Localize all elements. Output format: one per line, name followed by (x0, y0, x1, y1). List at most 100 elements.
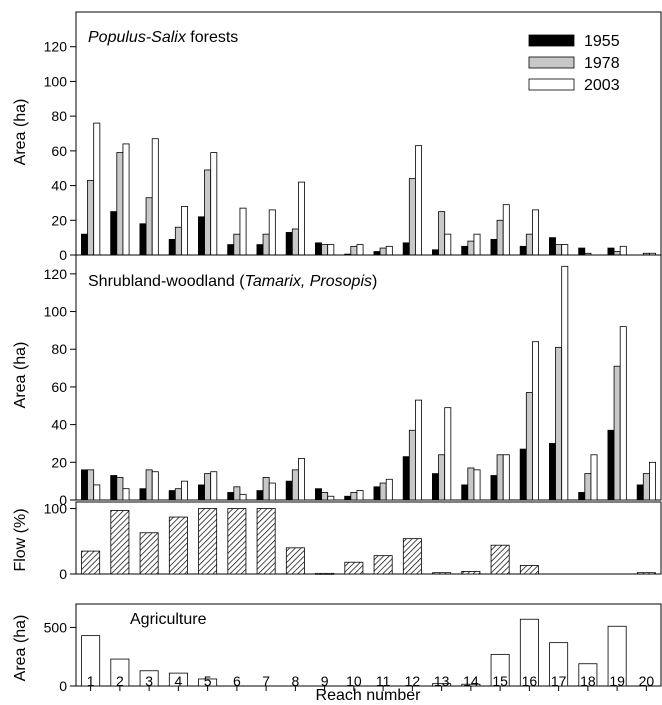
bar-2003-reach-1 (93, 484, 101, 501)
y-tick-label: 60 (51, 143, 67, 159)
bar-1955-reach-19 (607, 247, 615, 256)
y-tick-label: 120 (44, 266, 68, 282)
panel-3-frame (75, 501, 662, 575)
bar-2003-reach-14 (473, 233, 481, 256)
x-tick-label-12: 12 (405, 673, 421, 689)
bar-2003-reach-3 (151, 471, 159, 501)
bar-1955-reach-14 (461, 484, 469, 501)
panel-2-title-suffix: ) (372, 273, 377, 290)
bar-1978-reach-10 (350, 492, 358, 501)
bar-1955-reach-9 (315, 242, 322, 256)
bar-reach-12 (402, 538, 422, 575)
bar-2003-reach-17 (561, 265, 569, 501)
bar-1955-reach-6 (227, 492, 235, 501)
bar-1978-reach-12 (408, 178, 416, 256)
x-tick-label-4: 4 (174, 673, 182, 689)
bar-2003-reach-9 (327, 495, 335, 501)
bar-reach-13 (432, 572, 452, 575)
x-tick-label-3: 3 (145, 673, 153, 689)
y-tick-label: 20 (51, 212, 67, 228)
bar-2003-reach-16 (532, 341, 539, 501)
bar-1978-reach-8 (291, 469, 299, 501)
bar-reach-6 (227, 508, 247, 575)
panel-2-title: Shrubland-woodland (Tamarix, Prosopis) (88, 273, 377, 290)
bar-1955-reach-4 (168, 490, 176, 501)
y-tick-label: 500 (44, 619, 68, 635)
bar-2003-reach-13 (444, 233, 452, 256)
y-tick-label: 80 (51, 108, 67, 124)
bar-1978-reach-10 (350, 245, 358, 256)
panel-1-title-rest: forests (186, 29, 238, 46)
bar-1978-reach-3 (145, 197, 153, 256)
bar-2003-reach-7 (268, 482, 276, 501)
bar-reach-10 (344, 561, 364, 575)
x-tick-label-2: 2 (116, 673, 124, 689)
bar-1978-reach-11 (379, 482, 387, 501)
bar-1955-reach-12 (402, 242, 410, 256)
bar-1978-reach-9 (321, 492, 329, 501)
bar-1978-reach-1 (87, 469, 95, 501)
bar-1955-reach-15 (490, 238, 498, 256)
bar-1978-reach-7 (262, 476, 270, 501)
bar-1978-reach-4 (174, 226, 182, 256)
y-tick-label: 20 (51, 454, 67, 470)
bar-1955-reach-5 (198, 484, 205, 501)
bar-2003-reach-15 (502, 204, 510, 256)
bar-1955-reach-2 (110, 475, 118, 501)
bar-2003-reach-12 (415, 145, 422, 256)
bar-reach-20 (636, 572, 656, 575)
bar-2003-reach-14 (473, 469, 481, 501)
bar-1978-reach-17 (555, 346, 563, 501)
y-tick-label: 0 (59, 492, 67, 508)
bar-1955-reach-8 (285, 232, 293, 256)
bar-1955-reach-16 (519, 448, 527, 501)
bar-1978-reach-13 (438, 454, 446, 501)
y-tick-label: 100 (44, 304, 68, 320)
bar-1978-reach-2 (116, 152, 124, 256)
legend-swatch-1955 (528, 34, 575, 47)
legend-swatch-1978 (528, 56, 575, 69)
bar-1978-reach-16 (525, 233, 533, 256)
bar-1978-reach-2 (116, 476, 124, 501)
panel-2-y-axis: 0 20 40 60 80 100 120 (44, 266, 76, 508)
panel-3-ylabel: Flow (%) (12, 508, 29, 571)
bar-1955-reach-3 (139, 223, 147, 256)
bar-2003-reach-13 (444, 407, 452, 501)
y-tick-label: 0 (59, 678, 67, 694)
bar-1955-reach-3 (139, 488, 147, 501)
bar-2003-reach-1 (93, 122, 101, 256)
bar-2003-reach-2 (122, 143, 130, 256)
bar-1955-reach-17 (549, 443, 556, 501)
bar-1978-reach-11 (379, 247, 387, 256)
bar-1955-reach-1 (81, 469, 88, 501)
bar-1978-reach-19 (613, 365, 621, 501)
bar-2003-reach-7 (268, 209, 276, 256)
bar-reach-11 (373, 555, 393, 575)
bar-reach-1 (81, 550, 101, 575)
bar-1955-reach-18 (578, 492, 586, 501)
y-tick-label: 40 (51, 178, 67, 194)
panel-1-y-axis: 0 20 40 60 80 100 120 (44, 39, 76, 263)
bar-1955-reach-6 (227, 244, 235, 256)
bar-2003-reach-19 (619, 245, 627, 256)
panel-3-y-axis: 0 100 (44, 501, 76, 582)
x-tick-label-17: 17 (551, 673, 567, 689)
panel-1-title-italic: Populus-Salix (88, 29, 187, 46)
bar-2003-reach-15 (502, 454, 510, 501)
bar-1955-reach-11 (373, 486, 381, 501)
bar-1955-reach-20 (636, 484, 644, 501)
panel-1-title: Populus-Salix forests (88, 29, 238, 46)
x-tick-label-15: 15 (492, 673, 508, 689)
bar-1978-reach-18 (584, 473, 592, 501)
bar-2003-reach-20 (649, 461, 656, 501)
bar-reach-9 (315, 572, 335, 575)
bar-1978-reach-9 (321, 244, 329, 256)
bar-reach-2 (110, 510, 130, 575)
bar-1955-reach-7 (256, 490, 264, 501)
y-tick-label: 0 (59, 566, 67, 582)
bar-reach-5 (198, 508, 218, 575)
bar-1978-reach-14 (467, 240, 475, 256)
y-tick-label: 100 (44, 73, 68, 89)
bar-reach-14 (461, 570, 481, 575)
bar-2003-reach-10 (356, 244, 364, 256)
